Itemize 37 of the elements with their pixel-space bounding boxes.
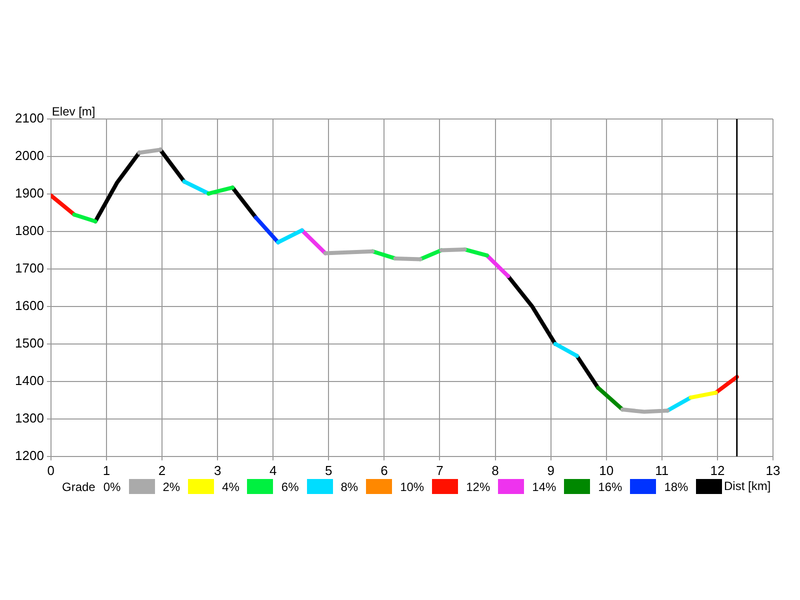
legend-label: 10% bbox=[400, 480, 424, 494]
x-tick-label: 9 bbox=[547, 462, 554, 478]
x-tick-label: 4 bbox=[269, 462, 277, 478]
x-axis-title: Dist [km] bbox=[724, 479, 771, 493]
legend-label: 6% bbox=[281, 480, 299, 494]
legend-label: 16% bbox=[598, 480, 622, 494]
y-axis-title: Elev [m] bbox=[52, 104, 96, 118]
x-tick-label: 10 bbox=[599, 462, 614, 478]
y-tick-label: 1200 bbox=[15, 448, 44, 463]
x-tick-label: 0 bbox=[47, 462, 55, 478]
legend-label: 4% bbox=[222, 480, 240, 494]
x-tick-label: 2 bbox=[158, 462, 166, 478]
y-tick-label: 1600 bbox=[15, 298, 44, 314]
x-tick-label: 1 bbox=[102, 462, 110, 478]
y-tick-label: 1500 bbox=[15, 336, 44, 351]
x-tick-label: 7 bbox=[436, 462, 444, 478]
legend-label: 14% bbox=[532, 480, 556, 494]
y-tick-label: 2000 bbox=[15, 148, 44, 164]
legend-label: 8% bbox=[340, 480, 358, 494]
x-tick-label: 11 bbox=[655, 462, 669, 478]
y-tick-label: 1400 bbox=[15, 373, 44, 388]
legend-label: 18% bbox=[664, 480, 688, 494]
legend-label: 2% bbox=[162, 480, 180, 494]
y-tick-label: 2100 bbox=[15, 110, 44, 126]
legend-title: Grade bbox=[62, 480, 96, 494]
y-tick-label: 1900 bbox=[15, 186, 44, 201]
x-tick-label: 12 bbox=[710, 462, 725, 478]
y-tick-label: 1700 bbox=[15, 260, 44, 276]
legend-label: 0% bbox=[103, 480, 121, 494]
x-tick-label: 13 bbox=[766, 462, 780, 478]
x-tick-label: 8 bbox=[492, 462, 499, 478]
y-tick-label: 1800 bbox=[15, 223, 44, 238]
y-tick-label: 1300 bbox=[15, 410, 44, 426]
x-tick-label: 5 bbox=[325, 462, 332, 478]
x-tick-label: 3 bbox=[214, 462, 222, 478]
legend-label: 12% bbox=[466, 480, 490, 494]
x-tick-label: 6 bbox=[380, 462, 388, 478]
